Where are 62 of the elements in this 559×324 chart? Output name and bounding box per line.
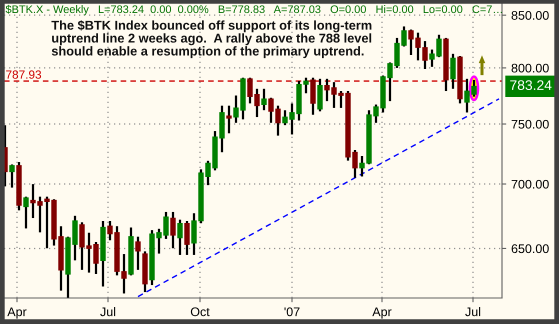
candlestick [317, 78, 323, 112]
candlestick [177, 220, 183, 255]
candlestick [275, 106, 281, 136]
candlestick [44, 196, 50, 248]
annotation: 783.24 [510, 80, 552, 90]
candlestick [163, 212, 169, 239]
x-tick-label: Apr [7, 307, 27, 319]
y-tick-label: 750.00 [512, 120, 549, 129]
candlestick [233, 96, 239, 123]
candlestick [156, 228, 162, 254]
candlestick [310, 78, 316, 115]
candlestick [282, 110, 288, 126]
candlestick [254, 88, 260, 118]
candlestick [408, 30, 414, 55]
annotation: The $BTK Index bounced off support of its long-term uptrend line 2 weeks ago. A rally above the 788 level should enable a resumption of the primary uptrend. [51, 20, 372, 58]
candlestick [401, 26, 407, 46]
y-tick-label: 800.00 [512, 64, 549, 73]
candlestick [387, 62, 393, 102]
candlestick [268, 98, 274, 123]
candlestick [429, 50, 435, 67]
candlestick [359, 156, 365, 176]
candlestick [436, 34, 442, 58]
y-tick-label: 850.00 [512, 10, 549, 20]
candlestick [79, 222, 85, 270]
candlestick [205, 160, 211, 186]
y-tick-label: 700.00 [512, 180, 549, 189]
candlestick [247, 78, 253, 104]
candlestick [30, 184, 36, 218]
candlestick [289, 103, 295, 134]
candlestick [9, 164, 15, 188]
x-tick-label: '07 [284, 307, 300, 316]
x-tick-label: Jul [465, 307, 480, 316]
candlestick [331, 82, 337, 108]
x-tick-label: Jul [100, 307, 116, 316]
candlestick [37, 196, 43, 232]
candlestick [135, 236, 141, 270]
candlestick [422, 41, 428, 70]
candlestick [324, 78, 330, 102]
candlestick [23, 196, 29, 228]
candlestick [86, 232, 92, 273]
candlestick [450, 54, 456, 89]
candlestick [394, 38, 400, 68]
candlestick [226, 106, 232, 134]
candlestick [170, 212, 176, 248]
candlestick [107, 220, 113, 240]
candlestick [191, 213, 197, 255]
candlestick [471, 80, 477, 97]
candlestick [352, 150, 358, 178]
candlestick [184, 220, 190, 255]
candlestick [261, 88, 267, 110]
ref-line-label: 787.93 [6, 70, 42, 79]
y-tick-label: 650.00 [512, 244, 549, 254]
candlestick [121, 254, 127, 294]
candlestick [464, 78, 470, 112]
candlestick [373, 104, 379, 123]
x-tick-label: Oct [190, 307, 210, 316]
candlestick [93, 242, 99, 274]
candlestick [303, 78, 309, 94]
candlestick [338, 91, 344, 108]
candlestick [72, 216, 78, 260]
x-tick-label: Apr [372, 307, 392, 319]
candlestick [415, 32, 421, 60]
